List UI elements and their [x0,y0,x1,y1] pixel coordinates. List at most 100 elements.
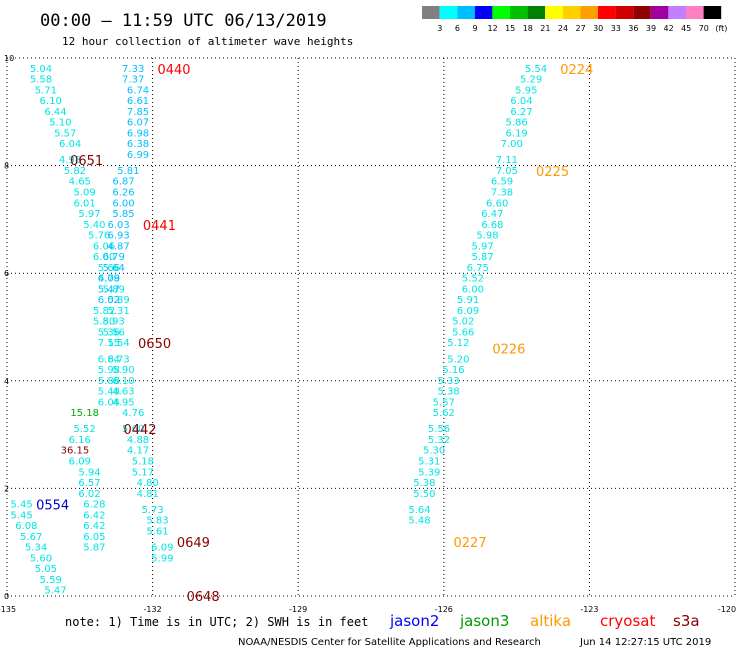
x-tick-label: -120 [718,605,736,614]
wave-height-value: 6.98 [127,128,149,139]
wave-height-value: 6.09 [69,457,91,468]
wave-height-value: 5.76 [88,231,110,242]
pass-time-label: 0440 [157,63,190,78]
wave-height-value: 6.10 [40,96,62,107]
wave-height-value: 5.58 [30,75,52,86]
wave-height-value: 5.12 [447,338,469,349]
wave-height-value: 6.03 [107,220,129,231]
wave-height-value: 6.93 [107,231,129,242]
wave-height-value: 5.71 [35,85,57,96]
pass-time-label: 0442 [123,423,156,438]
wave-height-value: 5.36 [98,327,120,338]
wave-height-value: 5.99 [151,553,173,564]
wave-height-value: 6.08 [15,521,37,532]
x-tick-label: -132 [144,605,162,614]
legend-label: 24 [558,24,568,33]
wave-height-value: 6.02 [98,295,120,306]
legend-label: 45 [681,24,691,33]
satellite-name: jason3 [459,612,509,630]
wave-height-value: 5.30 [423,446,445,457]
wave-height-value: 7.85 [127,107,149,118]
wave-height-value: 5.31 [418,457,440,468]
wave-height-value: 6.16 [69,435,91,446]
wave-height-value: 5.66 [452,327,474,338]
wave-height-value: 15.18 [70,408,99,419]
x-tick-label: -123 [580,605,598,614]
wave-height-value: 6.68 [481,220,503,231]
wave-height-value: 5.09 [74,188,96,199]
wave-height-value: 4.81 [137,489,159,500]
wave-height-value: 5.61 [146,526,168,537]
wave-height-value: 6.00 [112,198,134,209]
pass-time-label: 0227 [454,536,487,551]
wave-height-value: 6.60 [486,198,508,209]
wave-height-value: 6.75 [467,263,489,274]
wave-height-value: 5.40 [83,220,105,231]
y-tick-label: 10 [4,54,14,63]
legend-swatch [580,6,598,19]
wave-height-value: 4.80 [137,478,159,489]
footer-note: note: 1) Time is in UTC; 2) SWH is in fe… [65,615,368,629]
wave-height-value: 5.85 [112,209,134,220]
legend-label: 33 [611,24,621,33]
x-tick-label: -129 [289,605,307,614]
wave-height-value: 5.67 [20,532,42,543]
wave-height-value: 36.15 [61,446,90,457]
wave-height-value: 4.88 [127,435,149,446]
wave-height-value: 6.26 [112,188,134,199]
wave-height-value: 6.02 [78,489,100,500]
legend-swatch [474,6,493,19]
wave-height-value: 7.05 [496,166,518,177]
wave-height-value: 5.64 [103,263,125,274]
wave-height-value: 6.04 [510,96,532,107]
pass-time-label: 0226 [492,343,525,358]
wave-height-value: 5.95 [515,85,537,96]
wave-height-value: 6.10 [112,376,134,387]
wave-height-value: 6.79 [103,252,125,263]
wave-height-value: 7.11 [496,155,518,166]
wave-height-value: 5.89 [103,284,125,295]
pass-time-label: 0650 [138,337,171,352]
legend-label: 30 [593,24,603,33]
x-tick-label: -126 [435,605,453,614]
wave-height-value: 6.09 [457,306,479,317]
wave-height-value: 5.32 [428,435,450,446]
wave-height-value: 5.52 [74,424,96,435]
wave-height-value: 6.99 [127,150,149,161]
wave-height-value: 4.65 [69,177,91,188]
wave-height-value: 5.33 [438,376,460,387]
wave-height-value: 5.62 [433,408,455,419]
wave-height-value: 5.02 [452,317,474,328]
wave-height-points: 5.045.585.716.106.445.105.576.044.985.82… [10,64,547,597]
chart-title: 00:00 – 11:59 UTC 06/13/2019 [40,11,327,31]
wave-height-value: 6.42 [83,510,105,521]
wave-height-value: 6.87 [112,177,134,188]
footer-credit: NOAA/NESDIS Center for Satellite Applica… [238,637,541,648]
wave-height-value: 6.28 [83,500,105,511]
wave-height-value: 5.88 [98,376,120,387]
wave-height-value: 5.17 [132,467,154,478]
chart-subtitle: 12 hour collection of altimeter wave hei… [62,35,353,48]
y-tick-label: 6 [4,269,9,278]
pass-time-label: 0651 [70,154,103,169]
pass-time-label: 0224 [560,63,593,78]
satellite-name: altika [530,612,571,630]
wave-height-value: 5.39 [418,467,440,478]
wave-height-value: 5.50 [413,489,435,500]
wave-height-value: 5.10 [49,118,71,129]
wave-height-value: 6.05 [83,532,105,543]
legend-label: 15 [505,24,515,33]
wave-height-value: 5.82 [93,306,115,317]
wave-height-value: 4.87 [107,241,129,252]
legend-swatch [615,6,634,19]
wave-height-value: 6.27 [510,107,532,118]
wave-height-value: 5.82 [64,166,86,177]
wave-height-value: 5.89 [107,295,129,306]
pass-time-label: 0441 [143,219,176,234]
wave-height-value: 5.98 [476,231,498,242]
wave-height-value: 6.04 [98,397,120,408]
wave-height-value: 7.33 [122,64,144,75]
legend-label: 6 [455,24,460,33]
wave-height-value: 5.73 [141,505,163,516]
